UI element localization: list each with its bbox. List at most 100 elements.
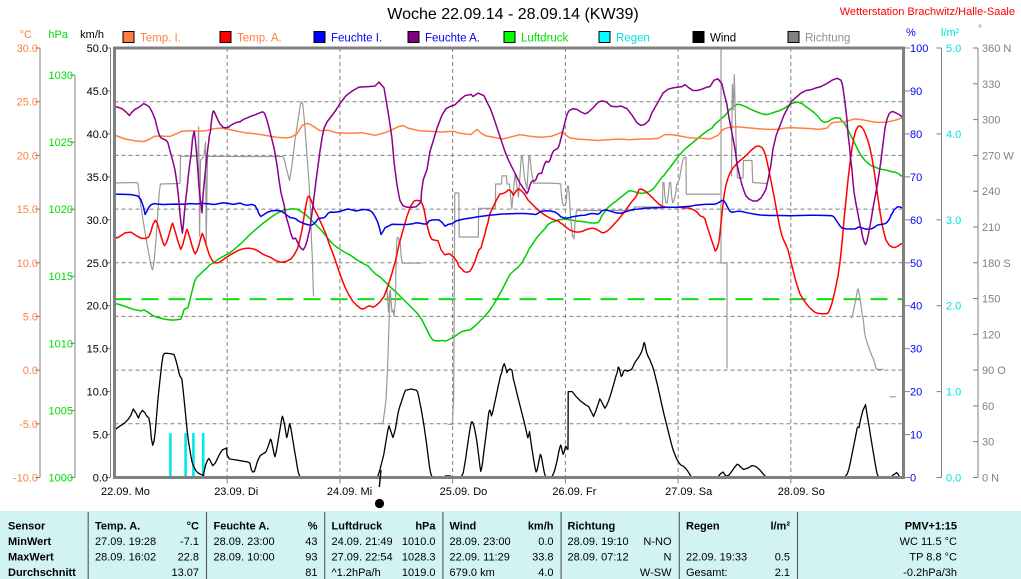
- svg-text:1020: 1020: [49, 204, 73, 216]
- svg-text:Temp. A.: Temp. A.: [95, 521, 140, 533]
- svg-text:81: 81: [305, 567, 317, 579]
- svg-text:°C: °C: [20, 29, 32, 41]
- svg-text:Temp. A.: Temp. A.: [237, 33, 282, 45]
- svg-text:100: 100: [910, 43, 928, 55]
- svg-text:90: 90: [910, 86, 922, 98]
- svg-text:Durchschnitt: Durchschnitt: [8, 567, 76, 579]
- svg-text:5.0: 5.0: [23, 311, 38, 323]
- svg-text:TP 8.8 °C: TP 8.8 °C: [909, 552, 957, 564]
- svg-text:180 S: 180 S: [982, 258, 1011, 270]
- svg-text:km/h: km/h: [528, 521, 554, 533]
- svg-text:28.09. So: 28.09. So: [778, 486, 825, 498]
- svg-text:270 W: 270 W: [982, 150, 1014, 162]
- svg-text:60: 60: [982, 401, 994, 413]
- svg-text:22.09. Mo: 22.09. Mo: [101, 486, 150, 498]
- svg-text:27.09. 19:28: 27.09. 19:28: [95, 536, 156, 548]
- svg-text:2.0: 2.0: [946, 301, 961, 313]
- svg-text:Feuchte A.: Feuchte A.: [425, 33, 480, 45]
- svg-text:1010: 1010: [49, 338, 73, 350]
- svg-text:5.0: 5.0: [93, 430, 108, 442]
- svg-text:Regen: Regen: [686, 521, 720, 533]
- svg-text:60: 60: [910, 215, 922, 227]
- svg-text:50: 50: [910, 258, 922, 270]
- svg-text:1028.3: 1028.3: [402, 552, 436, 564]
- svg-text:Luftdruck: Luftdruck: [521, 33, 569, 45]
- svg-text:45.0: 45.0: [87, 86, 108, 98]
- svg-text:l/m²: l/m²: [941, 27, 960, 39]
- svg-text:10.0: 10.0: [87, 387, 108, 399]
- svg-text:50.0: 50.0: [87, 43, 108, 55]
- svg-text:240: 240: [982, 186, 1000, 198]
- svg-text:Woche 22.09.14 - 28.09.14 (KW3: Woche 22.09.14 - 28.09.14 (KW39): [387, 6, 638, 23]
- svg-text:Wind: Wind: [450, 521, 477, 533]
- svg-text:13.07: 13.07: [171, 567, 199, 579]
- svg-text:1015: 1015: [49, 271, 73, 283]
- svg-text:24.09. 21:49: 24.09. 21:49: [332, 536, 393, 548]
- svg-text:-10.0: -10.0: [13, 473, 38, 485]
- svg-text:km/h: km/h: [80, 29, 104, 41]
- svg-text:28.09. 23:00: 28.09. 23:00: [214, 536, 275, 548]
- svg-text:MinWert: MinWert: [8, 536, 52, 548]
- svg-text:MaxWert: MaxWert: [8, 552, 54, 564]
- svg-text:hPa: hPa: [48, 29, 68, 41]
- svg-text:N-NO: N-NO: [643, 536, 672, 548]
- svg-text:10: 10: [910, 430, 922, 442]
- svg-text:40: 40: [910, 301, 922, 313]
- svg-text:0.0: 0.0: [946, 473, 961, 485]
- svg-text:Richtung: Richtung: [805, 33, 850, 45]
- svg-text:22.09. 19:33: 22.09. 19:33: [686, 552, 747, 564]
- svg-text:0.0: 0.0: [23, 365, 38, 377]
- svg-text:-5.0: -5.0: [19, 419, 38, 431]
- svg-text:3.0: 3.0: [946, 215, 961, 227]
- svg-text:15.0: 15.0: [87, 344, 108, 356]
- svg-text:28.09. 19:10: 28.09. 19:10: [568, 536, 629, 548]
- svg-text:0.0: 0.0: [93, 473, 108, 485]
- svg-text:120: 120: [982, 329, 1000, 341]
- svg-text:28.09. 23:00: 28.09. 23:00: [450, 536, 511, 548]
- svg-text:25.0: 25.0: [17, 97, 38, 109]
- svg-text:Feuchte I.: Feuchte I.: [331, 33, 382, 45]
- svg-text:90 O: 90 O: [982, 365, 1006, 377]
- svg-text:Feuchte A.: Feuchte A.: [214, 521, 270, 533]
- svg-text:360 N: 360 N: [982, 43, 1011, 55]
- svg-text:40.0: 40.0: [87, 129, 108, 141]
- svg-text:4.0: 4.0: [538, 567, 553, 579]
- svg-text:35.0: 35.0: [87, 172, 108, 184]
- svg-text:10.0: 10.0: [17, 258, 38, 270]
- svg-text:43: 43: [305, 536, 317, 548]
- svg-text:28.09. 07:12: 28.09. 07:12: [568, 552, 629, 564]
- svg-text:1000: 1000: [49, 473, 73, 485]
- svg-text:PMV+1:15: PMV+1:15: [905, 521, 957, 533]
- svg-text:330: 330: [982, 79, 1000, 91]
- svg-text:150: 150: [982, 294, 1000, 306]
- svg-text:Temp. I.: Temp. I.: [140, 33, 181, 45]
- svg-text:210: 210: [982, 222, 1000, 234]
- svg-text:N: N: [664, 552, 672, 564]
- svg-text:-0.2hPa/3h: -0.2hPa/3h: [903, 567, 957, 579]
- svg-text:1005: 1005: [49, 405, 73, 417]
- svg-text:28.09. 16:02: 28.09. 16:02: [95, 552, 156, 564]
- svg-text:W-SW: W-SW: [640, 567, 672, 579]
- svg-text:70: 70: [910, 172, 922, 184]
- svg-text:20.0: 20.0: [87, 301, 108, 313]
- svg-text:l/m²: l/m²: [770, 521, 790, 533]
- svg-text:WC 11.5 °C: WC 11.5 °C: [900, 536, 957, 548]
- svg-text:1010.0: 1010.0: [402, 536, 436, 548]
- svg-text:22.8: 22.8: [178, 552, 199, 564]
- svg-text:0.5: 0.5: [775, 552, 790, 564]
- svg-text:Regen: Regen: [616, 33, 650, 45]
- svg-text:26.09. Fr: 26.09. Fr: [552, 486, 596, 498]
- svg-text:93: 93: [305, 552, 317, 564]
- svg-text:22.09. 11:29: 22.09. 11:29: [450, 552, 510, 564]
- svg-text:%: %: [308, 521, 318, 533]
- svg-text:27.09. 22:54: 27.09. 22:54: [332, 552, 393, 564]
- svg-text:80: 80: [910, 129, 922, 141]
- svg-text:1.0: 1.0: [946, 387, 961, 399]
- svg-text:23.09. Di: 23.09. Di: [214, 486, 258, 498]
- svg-text:°C: °C: [187, 521, 199, 533]
- svg-text:5.0: 5.0: [946, 43, 961, 55]
- svg-text:20.0: 20.0: [17, 150, 38, 162]
- svg-text:30.0: 30.0: [87, 215, 108, 227]
- svg-text:30: 30: [910, 344, 922, 356]
- svg-text:15.0: 15.0: [17, 204, 38, 216]
